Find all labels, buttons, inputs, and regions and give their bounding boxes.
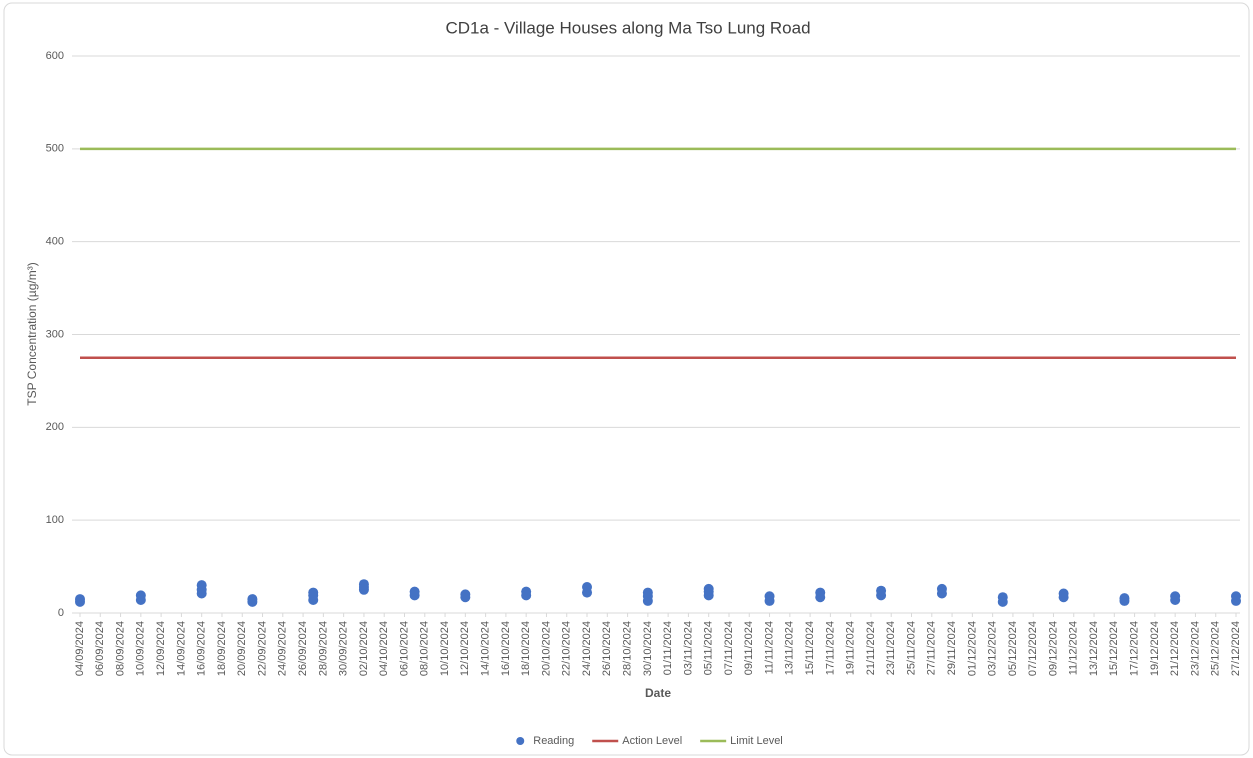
reading-point <box>308 587 319 598</box>
reading-point <box>703 583 714 594</box>
x-tick-label: 13/12/2024 <box>1088 621 1100 676</box>
x-tick-label: 12/10/2024 <box>459 621 471 676</box>
x-tick-label: 23/11/2024 <box>885 621 897 675</box>
legend-label: Action Level <box>622 735 682 747</box>
x-tick-label: 26/10/2024 <box>601 621 613 676</box>
x-tick-label: 19/12/2024 <box>1149 621 1161 676</box>
x-tick-label: 28/09/2024 <box>317 621 329 676</box>
reading-point <box>247 594 258 605</box>
x-tick-label: 04/09/2024 <box>74 621 86 676</box>
x-tick-label: 26/09/2024 <box>297 621 309 676</box>
x-tick-label: 17/12/2024 <box>1129 621 1141 676</box>
reading-point <box>196 580 207 591</box>
x-tick-label: 05/11/2024 <box>703 621 715 675</box>
reading-point <box>815 587 826 598</box>
x-tick-label: 25/12/2024 <box>1210 621 1222 676</box>
x-tick-label: 14/10/2024 <box>480 621 492 676</box>
reading-point <box>642 587 653 598</box>
reading-point <box>358 579 369 590</box>
reading-point <box>135 590 146 601</box>
x-tick-label: 28/10/2024 <box>621 621 633 676</box>
reading-point <box>75 594 85 605</box>
reading-point <box>936 583 947 594</box>
x-tick-label: 18/10/2024 <box>520 621 532 676</box>
x-tick-label: 22/09/2024 <box>256 621 268 676</box>
x-tick-label: 08/10/2024 <box>419 621 431 676</box>
x-tick-label: 15/12/2024 <box>1108 621 1120 676</box>
x-tick-label: 21/11/2024 <box>865 621 877 675</box>
x-tick-label: 30/09/2024 <box>338 621 350 676</box>
y-tick-label: 100 <box>46 514 64 526</box>
y-tick-label: 400 <box>46 236 64 248</box>
reading-point <box>460 589 471 600</box>
x-tick-label: 25/11/2024 <box>905 621 917 675</box>
x-tick-label: 27/12/2024 <box>1230 621 1242 676</box>
x-tick-label: 01/12/2024 <box>966 621 978 676</box>
x-tick-label: 11/11/2024 <box>763 621 775 674</box>
x-tick-label: 21/12/2024 <box>1169 621 1181 676</box>
reading-point <box>1119 593 1130 604</box>
legend-label: Limit Level <box>730 735 783 747</box>
x-tick-label: 10/09/2024 <box>135 621 147 676</box>
chart-title: CD1a - Village Houses along Ma Tso Lung … <box>445 18 810 37</box>
y-tick-label: 600 <box>46 50 64 62</box>
x-tick-label: 09/12/2024 <box>1047 621 1059 676</box>
reading-point <box>876 585 887 596</box>
x-tick-label: 29/11/2024 <box>946 621 958 675</box>
x-tick-label: 17/11/2024 <box>824 621 836 675</box>
x-tick-label: 14/09/2024 <box>175 621 187 676</box>
y-axis-title: TSP Concentration (µg/m³) <box>25 262 39 405</box>
reading-point <box>1170 591 1181 602</box>
x-tick-label: 11/12/2024 <box>1068 621 1080 675</box>
reading-point <box>1231 591 1241 602</box>
y-tick-label: 300 <box>46 328 64 340</box>
y-tick-label: 0 <box>58 607 64 619</box>
x-tick-label: 30/10/2024 <box>642 621 654 676</box>
x-tick-label: 05/12/2024 <box>1007 621 1019 676</box>
x-tick-label: 15/11/2024 <box>804 621 816 675</box>
x-tick-label: 10/10/2024 <box>439 621 451 676</box>
x-tick-label: 24/09/2024 <box>277 621 289 676</box>
reading-point <box>521 586 532 597</box>
y-tick-label: 500 <box>46 143 64 155</box>
x-tick-label: 19/11/2024 <box>845 621 857 675</box>
x-tick-label: 09/11/2024 <box>743 621 755 675</box>
reading-point <box>997 592 1008 603</box>
x-tick-label: 20/10/2024 <box>540 621 552 676</box>
x-tick-label: 18/09/2024 <box>216 621 228 676</box>
x-tick-label: 13/11/2024 <box>784 621 796 675</box>
x-tick-label: 20/09/2024 <box>236 621 248 676</box>
legend-swatch <box>516 737 525 745</box>
x-tick-label: 27/11/2024 <box>926 621 938 675</box>
x-tick-label: 01/11/2024 <box>662 621 674 675</box>
legend-label: Reading <box>533 735 574 747</box>
x-axis-title: Date <box>645 686 671 700</box>
x-tick-label: 06/10/2024 <box>398 621 410 676</box>
x-tick-label: 08/09/2024 <box>114 621 126 676</box>
x-tick-label: 07/12/2024 <box>1027 621 1039 676</box>
reading-point <box>409 586 420 597</box>
reading-point <box>582 582 593 593</box>
x-tick-label: 22/10/2024 <box>561 621 573 676</box>
x-tick-label: 16/09/2024 <box>196 621 208 676</box>
x-tick-label: 16/10/2024 <box>500 621 512 676</box>
x-tick-label: 06/09/2024 <box>94 621 106 676</box>
x-tick-label: 07/11/2024 <box>723 621 735 675</box>
reading-point <box>764 591 775 602</box>
x-tick-label: 02/10/2024 <box>358 621 370 676</box>
y-tick-label: 200 <box>46 421 64 433</box>
x-tick-label: 03/12/2024 <box>987 621 999 676</box>
x-tick-label: 04/10/2024 <box>378 621 390 676</box>
x-tick-label: 12/09/2024 <box>155 621 167 676</box>
x-tick-label: 03/11/2024 <box>682 621 694 675</box>
reading-point <box>1058 588 1069 599</box>
x-tick-label: 24/10/2024 <box>581 621 593 676</box>
chart-border <box>3 2 1250 756</box>
x-tick-label: 23/12/2024 <box>1189 621 1201 676</box>
